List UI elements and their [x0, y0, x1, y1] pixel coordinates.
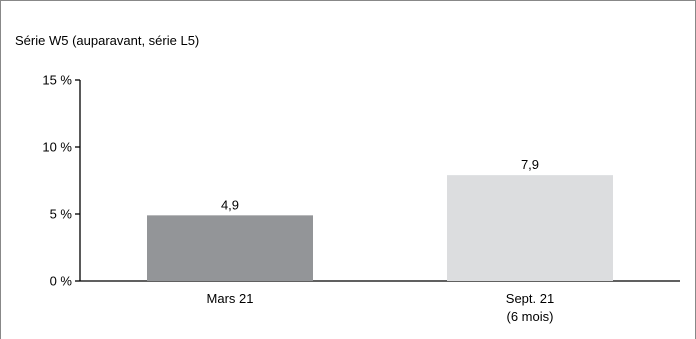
bar	[447, 175, 613, 281]
y-tick-label: 10 %	[42, 140, 72, 155]
x-tick-label: Mars 21	[207, 291, 254, 306]
y-tick-label: 0 %	[50, 274, 73, 289]
bar	[147, 215, 313, 281]
data-label: 7,9	[521, 157, 539, 172]
x-tick-label: (6 mois)	[507, 309, 554, 324]
plot-area: 0 % 5 % 10 % 15 % 4,9 Mars 21 7,9 Sept. 21 (6 mo…	[42, 73, 680, 324]
data-label: 4,9	[221, 197, 239, 212]
x-tick-label: Sept. 21	[506, 291, 554, 306]
chart-title: Série W5 (auparavant, série L5)	[15, 33, 199, 48]
y-tick-label: 5 %	[50, 207, 73, 222]
y-tick-label: 15 %	[42, 73, 72, 88]
